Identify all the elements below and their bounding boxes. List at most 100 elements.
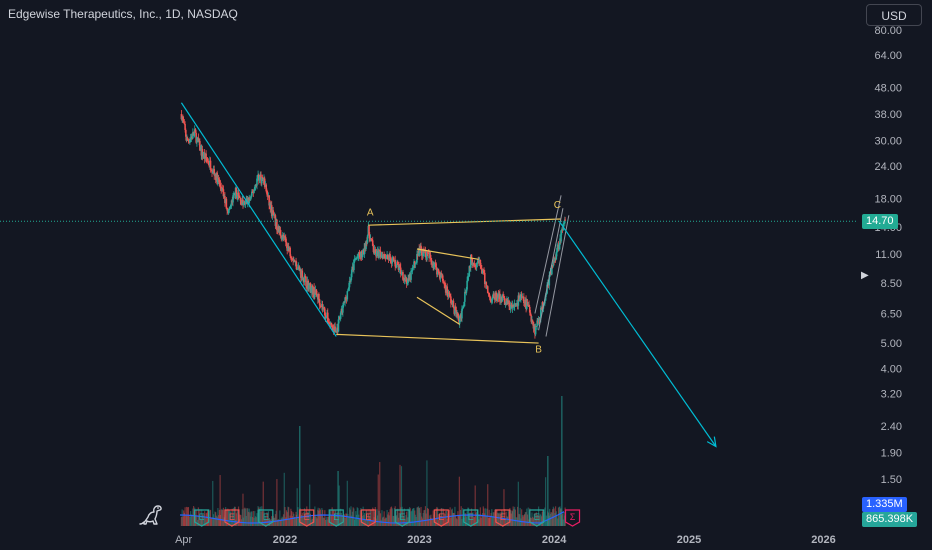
candle-body — [399, 267, 402, 275]
candle-body — [420, 245, 422, 249]
candle-body — [232, 195, 234, 203]
volume-bar — [261, 506, 263, 526]
currency-button[interactable]: USD — [866, 4, 922, 26]
volume-bar — [236, 511, 238, 526]
volume-spike — [561, 396, 563, 526]
candle-body — [358, 252, 361, 256]
triangle-upper-line — [416, 248, 479, 260]
volume-bar — [390, 506, 393, 526]
volume-bar — [369, 516, 371, 526]
volume-bar — [244, 508, 247, 526]
volume-bar — [491, 516, 494, 526]
volume-bar — [189, 516, 191, 526]
volume-bar — [474, 485, 476, 526]
volume-bar — [458, 515, 460, 526]
volume-bar — [514, 506, 516, 526]
volume-bar — [288, 507, 290, 526]
volume-bar — [327, 516, 330, 526]
volume-bar — [262, 481, 264, 526]
volume-bar — [327, 516, 329, 526]
candle-body — [372, 245, 375, 252]
earnings-marker: E — [433, 509, 449, 527]
candle-body — [281, 237, 283, 240]
volume-bar — [399, 464, 401, 526]
volume-bar — [411, 510, 413, 526]
volume-bar — [219, 475, 221, 526]
candle-body — [513, 303, 516, 307]
volume-bar — [263, 511, 265, 526]
volume-bar — [560, 508, 562, 526]
candle-body — [334, 326, 336, 332]
tradingview-dino-icon[interactable] — [138, 502, 164, 528]
volume-bar — [459, 509, 462, 526]
volume-bar — [550, 512, 552, 526]
volume-tag-total: 1.335M — [862, 497, 907, 512]
candle-body — [486, 286, 489, 294]
volume-bar — [188, 514, 190, 526]
volume-bar — [260, 511, 262, 526]
y-tick-label: 80.00 — [874, 25, 902, 37]
candle-body — [489, 296, 492, 300]
volume-bar — [287, 506, 289, 526]
candle-body — [194, 129, 197, 133]
volume-bar — [282, 517, 284, 526]
candle-body — [378, 250, 380, 259]
volume-bar — [397, 517, 400, 526]
candle-body — [399, 265, 401, 268]
candle-body — [189, 139, 191, 143]
volume-bar — [517, 481, 519, 526]
volume-bar — [251, 517, 254, 526]
volume-bar — [218, 509, 220, 526]
volume-bar — [478, 519, 480, 526]
x-tick-label: 2023 — [407, 534, 431, 546]
candle-body — [183, 122, 186, 125]
scale-arrow-icon[interactable]: ▶ — [861, 270, 869, 281]
candle-body — [391, 258, 394, 264]
candle-body — [284, 237, 287, 243]
candle-body — [564, 219, 566, 221]
volume-bar — [184, 507, 186, 526]
volume-bar — [347, 513, 349, 526]
candle-body — [487, 293, 490, 294]
candle-body — [365, 241, 367, 249]
volume-bar — [358, 514, 360, 526]
wave-label-A: A — [367, 207, 374, 218]
time-axis[interactable]: Apr 2022 2023 2024 2025 2026 — [175, 534, 836, 546]
volume-bar — [557, 518, 559, 526]
volume-bar — [371, 519, 373, 526]
candle-body — [209, 160, 212, 170]
volume-bar — [432, 510, 434, 526]
volume-bar — [467, 507, 470, 526]
candle-body — [280, 235, 283, 240]
candle-body — [308, 284, 310, 290]
volume-bar — [540, 516, 543, 526]
candle-body — [298, 266, 301, 271]
volume-bar — [254, 516, 257, 526]
candle-body — [466, 280, 468, 290]
volume-bar — [192, 508, 194, 526]
candle-body — [461, 307, 464, 309]
candle-body — [346, 291, 349, 300]
y-tick-label: 1.90 — [881, 447, 902, 459]
candle-body — [435, 263, 437, 270]
candle-body — [389, 254, 391, 258]
candle-body — [556, 248, 558, 253]
volume-bar — [370, 509, 372, 526]
price-axis[interactable]: 80.0064.0048.0038.0030.0024.0018.0014.00… — [874, 25, 902, 486]
candle-body — [315, 289, 318, 295]
candle-body — [490, 299, 493, 302]
candle-body — [512, 304, 514, 308]
volume-bar — [437, 507, 439, 526]
candle-body — [532, 321, 535, 329]
volume-bar — [185, 515, 187, 526]
volume-bar — [525, 511, 527, 526]
y-tick-label: 3.20 — [881, 388, 902, 400]
volume-bar — [437, 514, 439, 526]
volume-bar — [308, 509, 310, 526]
candle-body — [483, 272, 486, 284]
volume-bar — [350, 506, 352, 526]
volume-bar — [379, 462, 381, 526]
candle-body — [344, 297, 346, 303]
candle-body — [276, 219, 278, 231]
